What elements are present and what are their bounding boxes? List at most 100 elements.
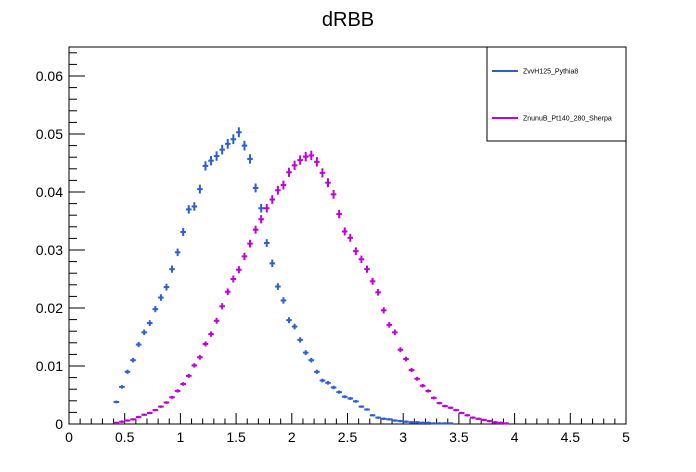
data-point bbox=[269, 195, 276, 204]
data-point bbox=[486, 419, 493, 423]
data-point bbox=[236, 266, 242, 274]
data-point bbox=[297, 155, 303, 165]
data-point bbox=[224, 139, 231, 149]
data-point bbox=[202, 161, 209, 171]
legend-box bbox=[486, 46, 627, 142]
data-point bbox=[174, 389, 181, 393]
data-point bbox=[146, 411, 153, 415]
data-point bbox=[213, 151, 220, 161]
data-point bbox=[230, 275, 237, 283]
axes: 0 0.5 1 1.5 2 2.5 3 3.5 4 4.5 5 0 0.01 0.02 0.03 0.04 0.… bbox=[36, 46, 630, 445]
data-point bbox=[124, 369, 131, 374]
x-tick-label: 2.5 bbox=[338, 429, 358, 445]
data-point bbox=[336, 209, 342, 219]
data-point bbox=[191, 363, 198, 368]
data-point bbox=[442, 404, 448, 408]
data-point bbox=[380, 417, 387, 420]
data-point bbox=[302, 350, 309, 356]
data-point bbox=[497, 421, 504, 425]
data-point bbox=[252, 225, 259, 234]
x-tick-label: 0.5 bbox=[115, 429, 135, 445]
y-tick-label: 0.01 bbox=[36, 358, 63, 374]
data-point bbox=[419, 383, 426, 388]
data-point bbox=[119, 385, 125, 389]
data-point bbox=[470, 416, 476, 419]
data-point bbox=[492, 421, 498, 424]
x-tick-label: 5 bbox=[622, 429, 630, 445]
y-tick-label: 0.02 bbox=[36, 300, 63, 316]
y-tick-label: 0.06 bbox=[36, 68, 63, 84]
data-point bbox=[425, 389, 432, 393]
data-point bbox=[163, 401, 170, 404]
data-point bbox=[353, 247, 359, 255]
data-point bbox=[258, 203, 264, 213]
data-point bbox=[169, 395, 175, 399]
data-point bbox=[258, 215, 264, 224]
data-point bbox=[202, 341, 209, 347]
data-point bbox=[113, 400, 120, 404]
data-point bbox=[458, 411, 465, 415]
data-point bbox=[358, 405, 365, 408]
x-tick-label: 4.5 bbox=[561, 429, 581, 445]
data-point bbox=[174, 248, 181, 257]
data-point bbox=[135, 415, 142, 419]
data-point bbox=[431, 396, 437, 400]
data-point bbox=[263, 239, 270, 247]
data-point bbox=[241, 140, 248, 151]
data-point bbox=[286, 167, 292, 177]
data-point bbox=[247, 154, 253, 164]
data-point bbox=[403, 356, 409, 362]
data-point bbox=[241, 252, 248, 261]
data-point bbox=[386, 418, 393, 421]
data-point bbox=[308, 150, 315, 161]
data-point bbox=[236, 127, 242, 138]
data-point bbox=[208, 155, 214, 166]
data-point bbox=[158, 405, 164, 408]
data-point bbox=[169, 265, 175, 273]
data-point bbox=[163, 283, 170, 291]
data-point bbox=[275, 185, 281, 195]
data-point bbox=[213, 317, 220, 324]
data-point bbox=[219, 144, 225, 155]
y-tick-label: 0 bbox=[55, 416, 63, 432]
series-2 bbox=[113, 150, 510, 425]
x-tick-label: 4 bbox=[511, 429, 519, 445]
data-point bbox=[414, 421, 420, 424]
data-point bbox=[397, 419, 404, 423]
data-point bbox=[425, 421, 432, 425]
data-point bbox=[419, 421, 426, 425]
data-point bbox=[208, 331, 214, 337]
data-point bbox=[364, 408, 370, 411]
data-point bbox=[119, 420, 125, 423]
y-tick-label: 0.05 bbox=[36, 126, 63, 142]
data-point bbox=[141, 413, 147, 416]
data-point bbox=[152, 408, 159, 412]
data-point bbox=[414, 376, 420, 381]
data-point bbox=[314, 157, 320, 167]
data-point bbox=[263, 203, 270, 213]
data-point bbox=[230, 134, 237, 145]
data-point bbox=[380, 307, 387, 314]
data-point bbox=[408, 421, 415, 424]
data-point bbox=[297, 337, 303, 343]
data-point bbox=[436, 401, 443, 405]
x-tick-label: 0 bbox=[65, 429, 73, 445]
data-point bbox=[185, 205, 192, 214]
data-point bbox=[146, 320, 153, 326]
data-point bbox=[403, 420, 409, 423]
data-point bbox=[224, 288, 231, 296]
data-point bbox=[481, 418, 487, 422]
data-point bbox=[130, 418, 136, 421]
data-point bbox=[135, 341, 142, 348]
data-point bbox=[280, 297, 287, 304]
data-point bbox=[191, 202, 198, 211]
y-tick-label: 0.04 bbox=[36, 184, 63, 200]
data-point bbox=[392, 329, 398, 336]
x-tick-label: 1 bbox=[177, 429, 185, 445]
data-point bbox=[464, 414, 471, 417]
series-1 bbox=[113, 127, 454, 425]
data-point bbox=[392, 419, 398, 422]
data-point bbox=[341, 227, 348, 236]
legend: ZvvH125_Pythia8 ZnunuB_Pt140_280_Sherpa bbox=[486, 46, 627, 142]
